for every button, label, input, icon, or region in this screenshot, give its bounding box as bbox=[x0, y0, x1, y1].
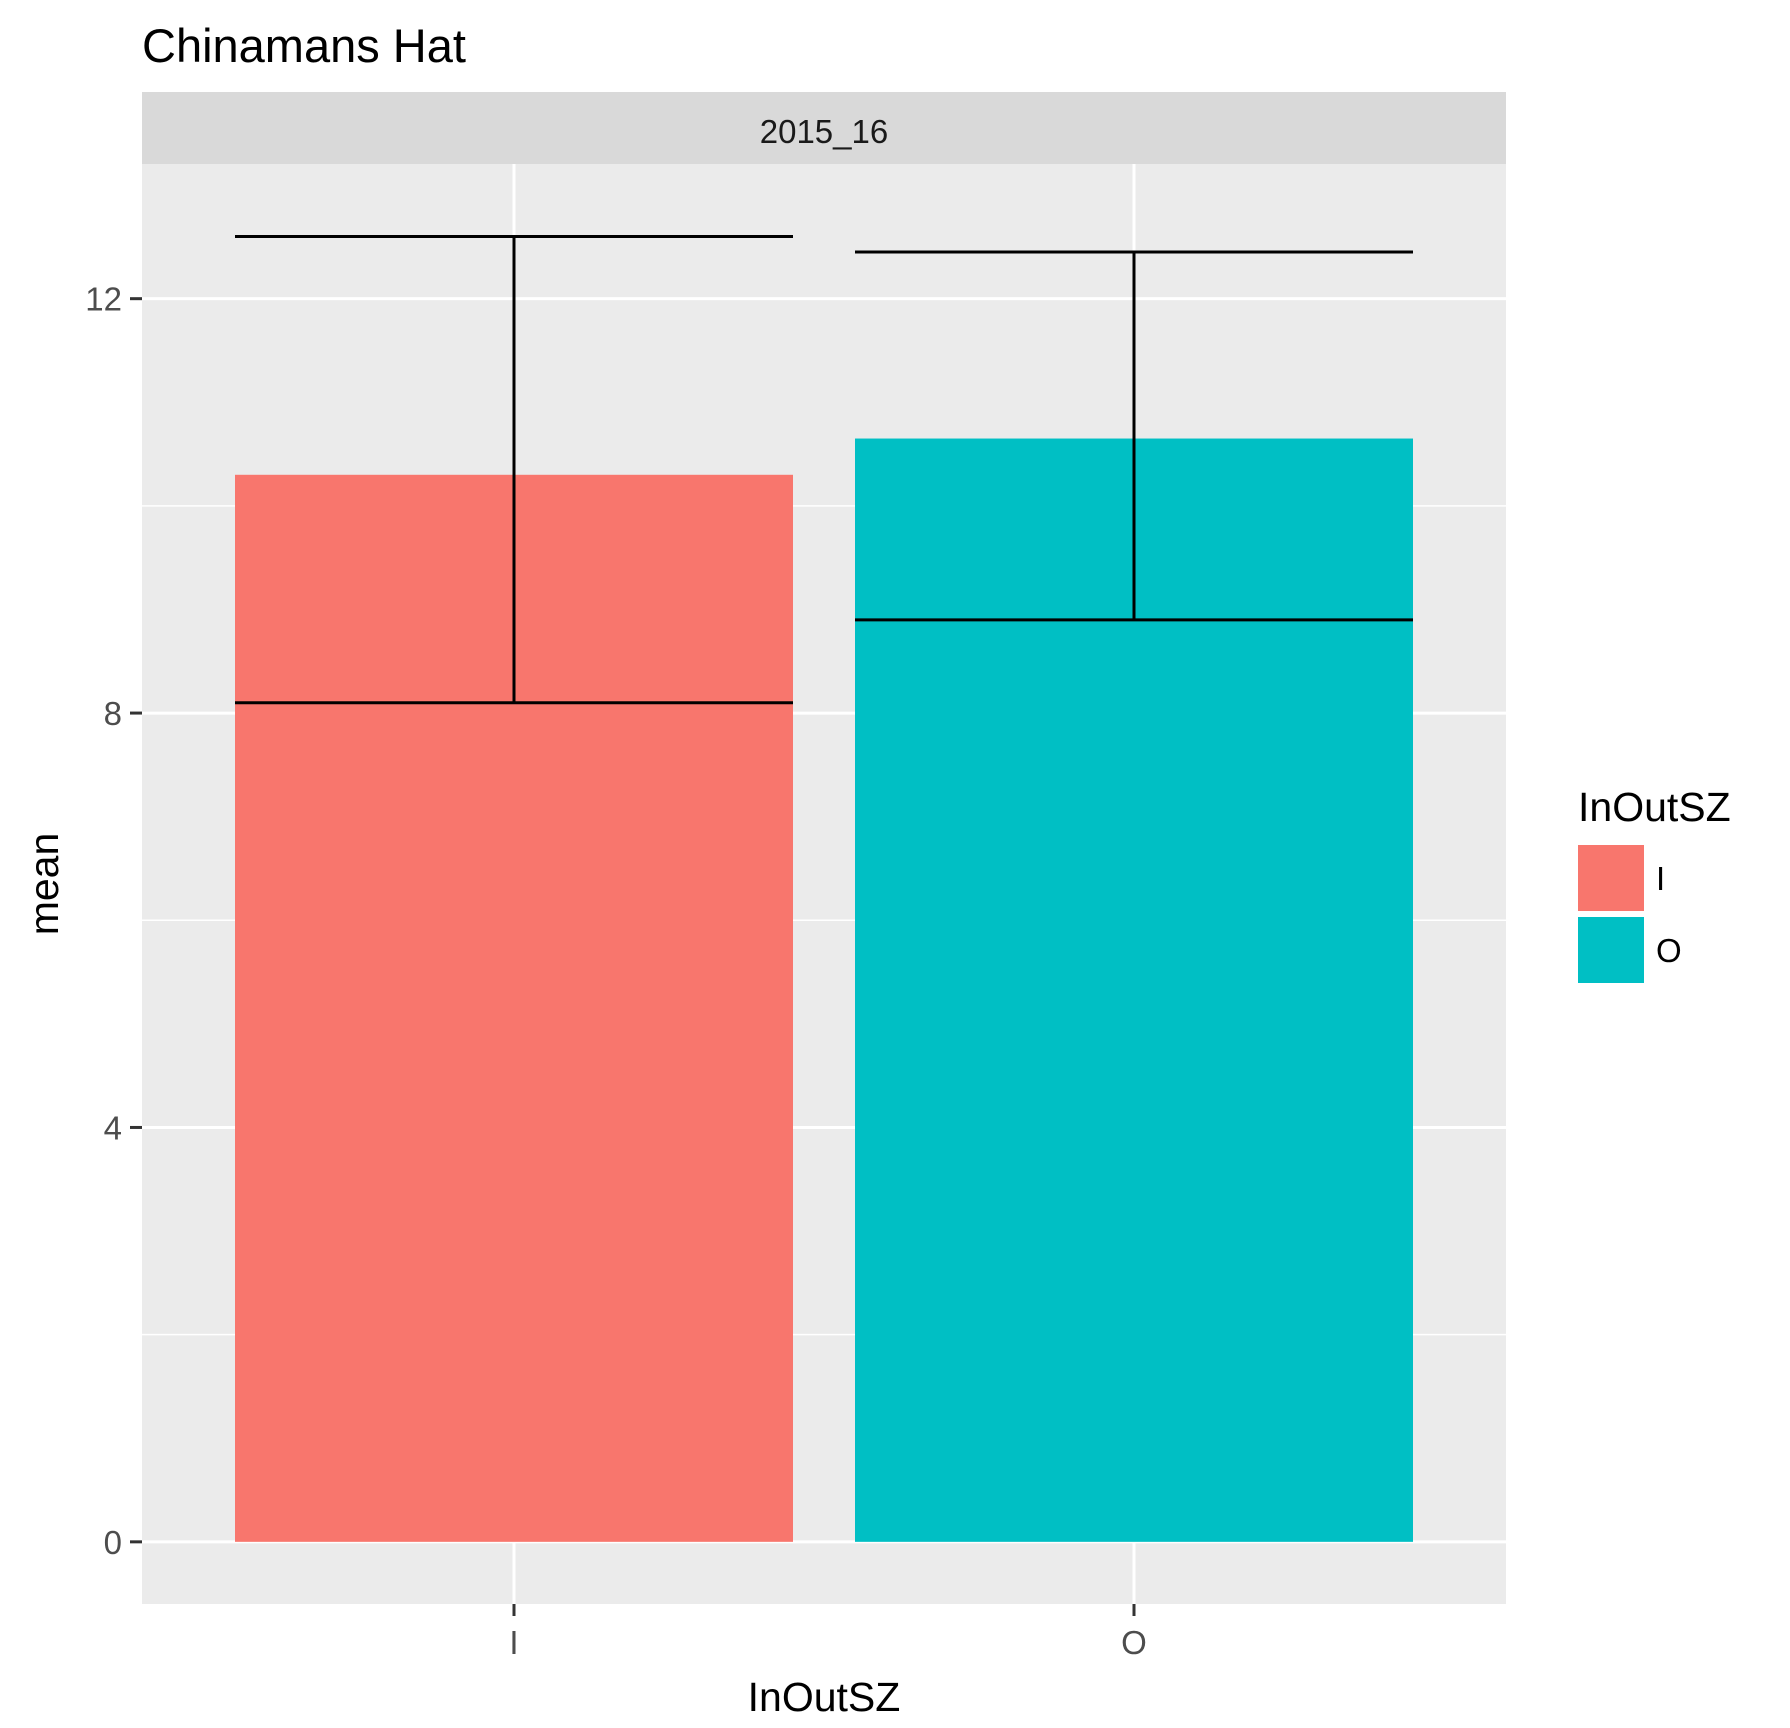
bar bbox=[855, 438, 1413, 1542]
y-axis: 0 4 8 12 bbox=[85, 281, 142, 1561]
y-axis-title: mean bbox=[21, 833, 67, 936]
legend-label: O bbox=[1656, 932, 1682, 969]
legend-title: InOutSZ bbox=[1578, 784, 1731, 830]
y-tick-label: 0 bbox=[104, 1524, 122, 1561]
y-tick-label: 12 bbox=[85, 281, 122, 318]
error-bars bbox=[235, 235, 1413, 705]
facet-strip-label: 2015_16 bbox=[760, 113, 888, 150]
y-tick-label: 8 bbox=[104, 695, 122, 732]
legend: InOutSZ IO bbox=[1578, 784, 1731, 983]
legend-key bbox=[1578, 917, 1644, 983]
y-tick-label: 4 bbox=[104, 1109, 122, 1146]
legend-label: I bbox=[1656, 860, 1665, 897]
chart-title: Chinamans Hat bbox=[142, 19, 466, 72]
facet-strip bbox=[142, 92, 1506, 164]
legend-key bbox=[1578, 845, 1644, 911]
x-tick-label: I bbox=[509, 1624, 518, 1661]
x-tick-label: O bbox=[1121, 1624, 1147, 1661]
x-axis-title: InOutSZ bbox=[748, 1674, 901, 1720]
